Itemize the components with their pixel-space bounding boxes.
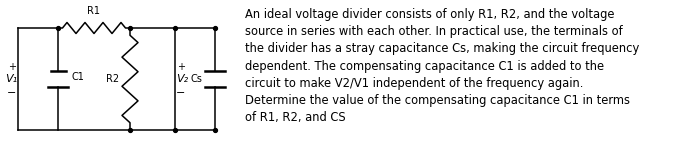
- Text: R2: R2: [106, 74, 119, 84]
- Text: V₁: V₁: [5, 74, 17, 84]
- Text: −: −: [176, 88, 185, 98]
- Text: V₂: V₂: [176, 74, 188, 84]
- Text: +: +: [8, 62, 16, 72]
- Text: Cs: Cs: [190, 74, 202, 84]
- Text: R1: R1: [88, 6, 100, 16]
- Text: C1: C1: [71, 72, 84, 82]
- Text: −: −: [7, 88, 17, 98]
- Text: +: +: [177, 62, 185, 72]
- Text: An ideal voltage divider consists of only R1, R2, and the voltage
source in seri: An ideal voltage divider consists of onl…: [245, 8, 639, 124]
